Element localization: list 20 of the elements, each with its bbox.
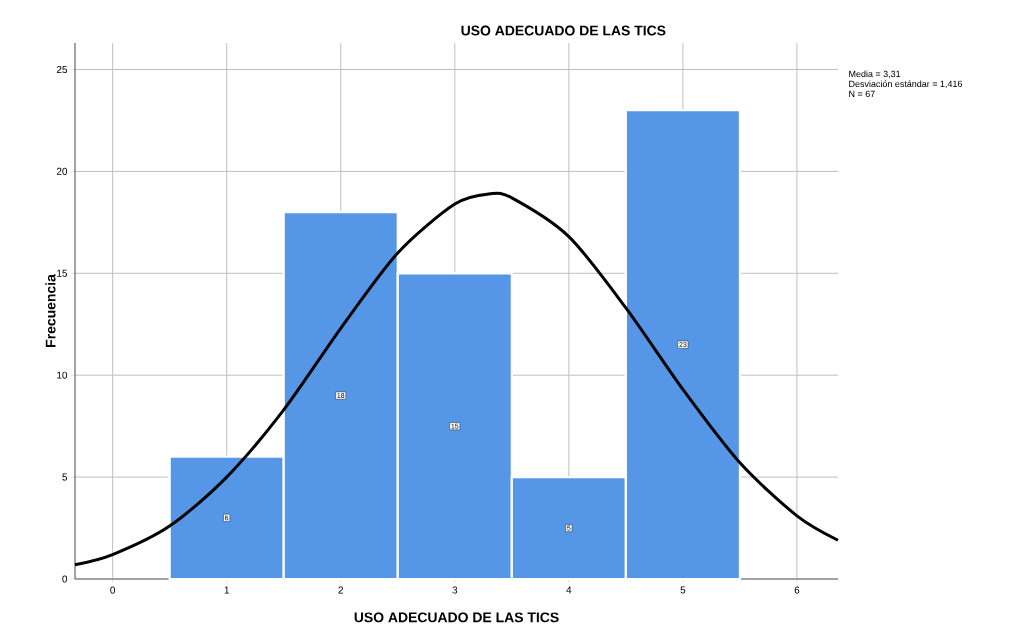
y-tick-label: 15 (57, 269, 68, 277)
text: Desviación estándar = 1,416 (849, 80, 963, 89)
x-tick-label: 3 (452, 586, 458, 594)
line-series (73, 191, 840, 567)
text: Media = 3,31 (849, 70, 901, 79)
text: N = 67 (849, 90, 875, 98)
y-tick-label: 25 (56, 65, 68, 74)
y-tick-label: 20 (56, 167, 68, 175)
x-tick-label: 6 (794, 586, 800, 594)
x-tick-label: 5 (680, 586, 686, 594)
x-tick-label: 1 (224, 586, 229, 594)
y-tick-label: 10 (57, 371, 68, 379)
y-axis-title: Frecuencia (45, 274, 56, 347)
x-tick-label: 0 (110, 586, 116, 594)
x-tick-label: 4 (566, 586, 572, 594)
x-axis-title: USO ADECUADO DE LAS TICS (354, 612, 559, 623)
chart-title: USO ADECUADO DE LAS TICS (461, 25, 666, 36)
y-tick-label: 0 (62, 575, 68, 583)
x-tick-label: 2 (338, 586, 344, 594)
y-tick-label: 5 (62, 473, 68, 481)
